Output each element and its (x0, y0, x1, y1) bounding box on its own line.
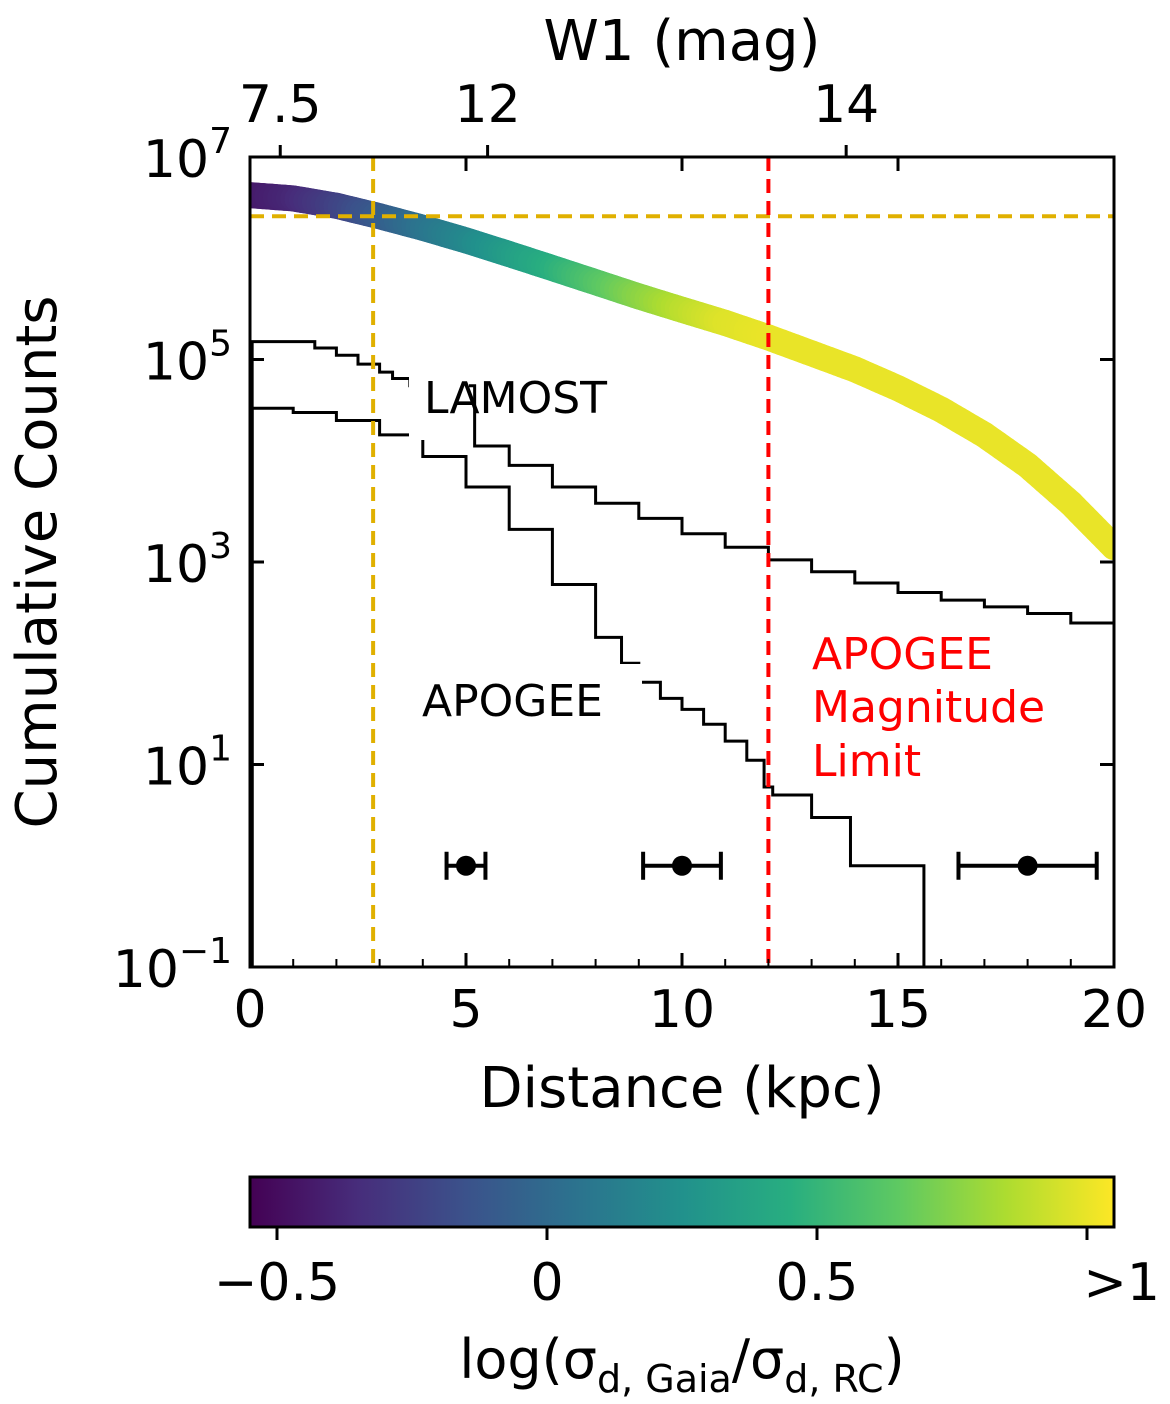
error-bar-point (672, 856, 692, 876)
colorbar-tick-label: −0.5 (214, 1253, 340, 1313)
apogee-label-gap (612, 664, 642, 728)
colorbar (250, 1177, 1114, 1227)
y-tick-label: 105 (143, 324, 232, 393)
apogee-limit-label-line2: Magnitude (812, 682, 1045, 733)
apogee-label: APOGEE (422, 676, 603, 727)
error-bar-point (1018, 856, 1038, 876)
colorbar-ticks: −0.5 0 0.5 >1 (214, 1227, 1160, 1313)
colorbar-tick-label: 0 (530, 1253, 563, 1313)
x-tick-label: 15 (865, 980, 931, 1040)
top-axis-tick-label: 14 (813, 75, 879, 135)
lamost-label: LAMOST (424, 373, 607, 424)
apogee-limit-label-line3: Limit (812, 736, 921, 787)
reference-lines (250, 157, 1114, 967)
error-bar-point (456, 856, 476, 876)
x-tick-label: 20 (1081, 980, 1147, 1040)
top-axis-tick-label: 12 (455, 75, 521, 135)
x-tick-label: 0 (233, 980, 266, 1040)
y-tick-label: 103 (143, 526, 232, 595)
x-axis-title: Distance (kpc) (479, 1056, 884, 1121)
axis-ticks: 0 5 10 15 20 7.5 12 14 10−1 101 103 105 107 (113, 75, 1147, 1040)
top-axis-title: W1 (mag) (544, 9, 821, 74)
colorbar-title: log(σd, Gaia/σd, RC) (459, 1328, 904, 1400)
colorbar-tick-label: >1 (1083, 1253, 1160, 1313)
error-bars (447, 852, 1097, 880)
y-axis-title: Cumulative Counts (5, 296, 70, 829)
y-tick-label: 10−1 (113, 931, 232, 1000)
top-axis-tick-label: 7.5 (239, 75, 322, 135)
colorbar-tick-label: 0.5 (776, 1253, 859, 1313)
y-tick-label: 107 (143, 121, 232, 190)
x-tick-label: 5 (449, 980, 482, 1040)
y-tick-label: 101 (143, 729, 232, 798)
plot-frame (250, 157, 1114, 967)
apogee-limit-label-line1: APOGEE (812, 629, 993, 680)
x-tick-label: 10 (649, 980, 715, 1040)
